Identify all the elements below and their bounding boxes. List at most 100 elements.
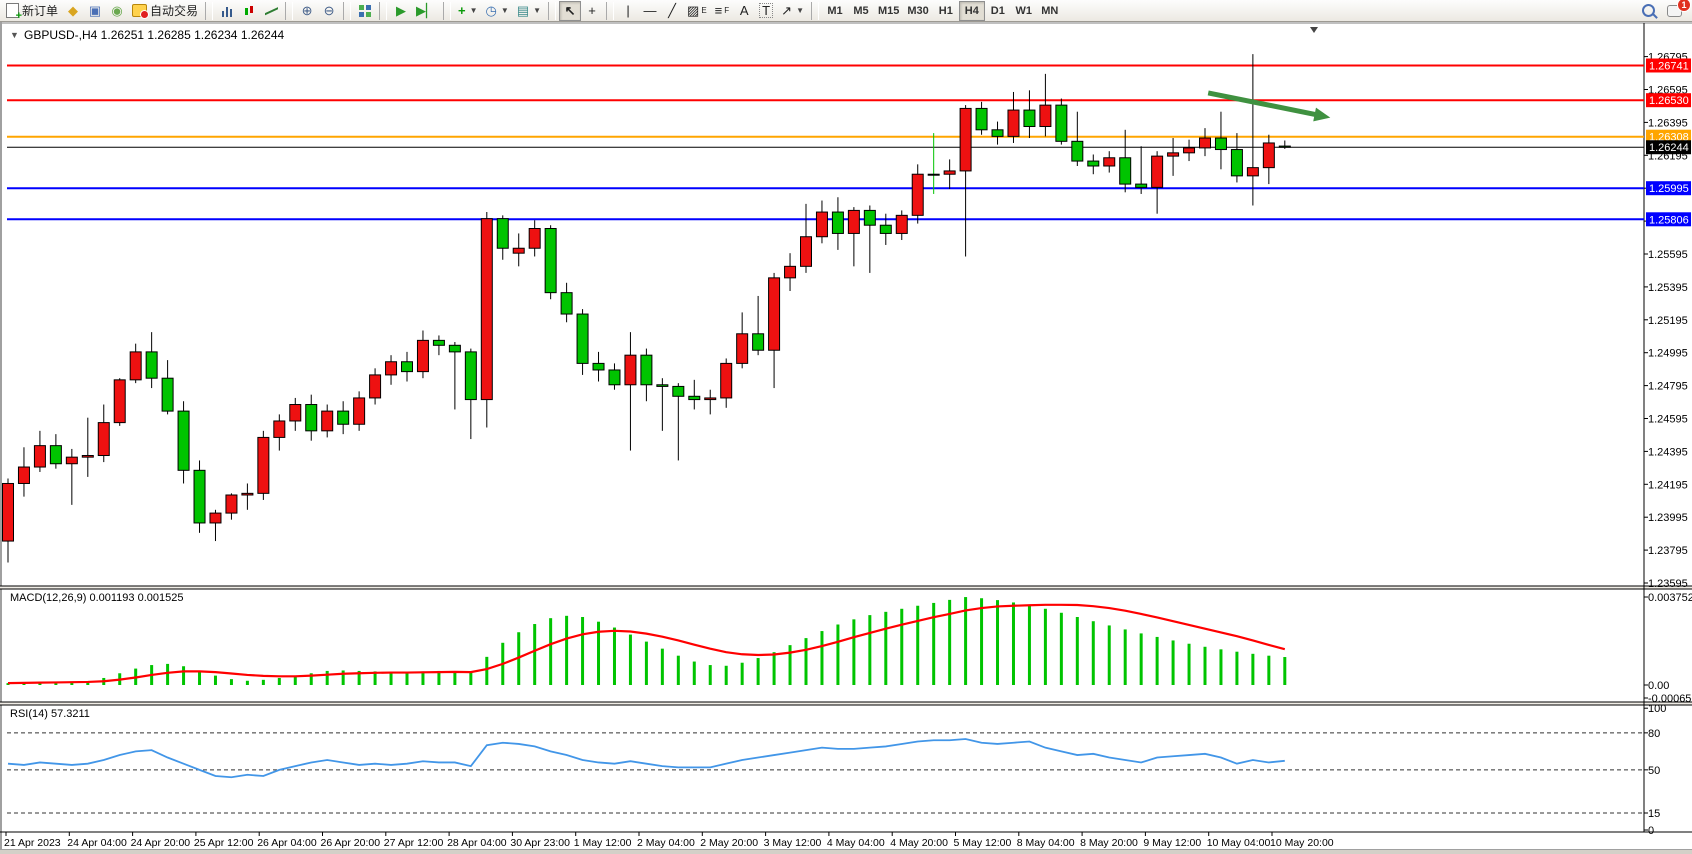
candle [1055, 104, 1068, 142]
svg-text:1.25806: 1.25806 [1649, 214, 1689, 226]
svg-text:50: 50 [1648, 765, 1660, 777]
candle [528, 228, 541, 249]
candle [145, 351, 158, 379]
candlestick-chart-icon [243, 4, 256, 17]
chevron-down-icon: ▼ [533, 6, 542, 15]
svg-text:1.24995: 1.24995 [1648, 348, 1688, 360]
candle [927, 173, 940, 176]
rsi-line [7, 738, 1285, 779]
trendline-tool-button[interactable]: ╱ [661, 1, 683, 21]
line-chart-icon [265, 5, 278, 17]
timeframe-button-m30[interactable]: M30 [903, 1, 932, 21]
market-button[interactable]: ◆ [62, 1, 84, 21]
candle [1007, 109, 1020, 137]
auto-scroll-button[interactable]: ▶ [390, 1, 412, 21]
candlestick-chart-button[interactable] [238, 1, 260, 21]
new-order-button[interactable]: 新订单 [2, 1, 62, 22]
toolbar-separator [606, 1, 615, 20]
svg-text:80: 80 [1648, 728, 1660, 740]
macd-panel[interactable]: 0.003752 0.00-0.000656 [6, 592, 1692, 705]
search-button[interactable] [1637, 1, 1659, 21]
autotrading-button[interactable]: 自动交易 [128, 1, 202, 21]
candle [353, 397, 366, 425]
bar-chart-button[interactable] [216, 1, 238, 21]
timeframe-button-group: M1 M5 M15 M30 H1 H4 D1 W1 MN [822, 0, 1063, 21]
zoom-in-button[interactable]: ⊕ [296, 1, 318, 21]
candle [496, 218, 509, 249]
svg-text:2 May 04:00: 2 May 04:00 [637, 837, 695, 849]
candle [847, 209, 860, 234]
line-chart-button[interactable] [260, 1, 282, 21]
crosshair-tool-button[interactable]: + [581, 1, 603, 21]
chevron-down-icon: ▼ [469, 6, 478, 15]
zoom-out-icon: ⊖ [323, 3, 335, 18]
pivot-price-label [1646, 129, 1691, 144]
candle [656, 384, 669, 387]
rsi-panel[interactable]: 100 80 50 15 0 [7, 703, 1666, 837]
svg-text:10 May 04:00: 10 May 04:00 [1207, 837, 1271, 849]
svg-text:2 May 20:00: 2 May 20:00 [700, 837, 758, 849]
candle [800, 236, 812, 267]
candle [1151, 155, 1164, 188]
chart-shift-marker[interactable] [1310, 27, 1318, 33]
candle [1023, 109, 1036, 128]
timeframe-button-h4[interactable]: H4 [958, 0, 985, 21]
timeframe-button-m15[interactable]: M15 [874, 1, 903, 21]
periods-button[interactable]: ◷ ▼ [482, 1, 513, 21]
candle [257, 436, 270, 494]
text-label-tool-button[interactable]: T [755, 1, 777, 21]
vertical-line-tool-button[interactable]: | [617, 1, 639, 21]
candle [49, 445, 62, 465]
timeframe-button-m1[interactable]: M1 [822, 1, 848, 21]
toolbar-separator [343, 1, 352, 20]
community-button[interactable]: ▣ [84, 1, 106, 21]
candle [1103, 157, 1116, 167]
periods-icon: ◷ [485, 3, 497, 18]
arrows-tool-button[interactable]: ↗ ▼ [777, 1, 808, 21]
timeframe-button-m5[interactable]: M5 [848, 1, 874, 21]
svg-text:4 May 20:00: 4 May 20:00 [890, 837, 948, 849]
timeframe-button-w1[interactable]: W1 [1011, 1, 1037, 21]
candlestick-series [2, 54, 1291, 563]
candle [863, 209, 876, 226]
notifications-button[interactable]: 1 [1663, 0, 1691, 21]
svg-text:8 May 20:00: 8 May 20:00 [1080, 837, 1138, 849]
templates-button[interactable]: ▤ ▼ [513, 1, 545, 21]
timeframe-button-mn[interactable]: MN [1037, 1, 1063, 21]
toolbar-separator [205, 1, 214, 20]
svg-text:10 May 20:00: 10 May 20:00 [1270, 837, 1334, 849]
horizontal-line-tool-button[interactable]: — [639, 1, 661, 21]
candle [768, 277, 781, 351]
candle [879, 224, 892, 234]
fibonacci-tool-button[interactable]: ≡ F [711, 1, 733, 21]
candle [161, 377, 174, 412]
symbol-dropdown-icon: ▼ [10, 30, 19, 40]
candle [1167, 152, 1180, 157]
zoom-out-button[interactable]: ⊖ [318, 1, 340, 21]
candle [688, 395, 701, 401]
chevron-down-icon: ▼ [500, 6, 509, 15]
timeframe-button-h1[interactable]: H1 [933, 1, 959, 21]
timeframe-button-d1[interactable]: D1 [985, 1, 1011, 21]
cursor-icon: ↖ [564, 3, 576, 18]
chart-shift-button[interactable]: ▶▏ [412, 1, 440, 21]
svg-text:3 May 12:00: 3 May 12:00 [764, 837, 822, 849]
cursor-tool-button[interactable]: ↖ [559, 0, 582, 21]
autotrading-label: 自动交易 [150, 4, 199, 18]
signals-button[interactable]: ◉ [106, 1, 128, 21]
candle [672, 385, 685, 397]
candle [943, 170, 956, 175]
indicators-button[interactable]: + ▼ [454, 1, 482, 21]
tile-windows-button[interactable] [354, 1, 376, 21]
candle [576, 313, 589, 364]
equidistant-channel-tool-button[interactable]: ▨ E [683, 1, 711, 21]
zoom-in-icon: ⊕ [301, 3, 313, 18]
text-tool-button[interactable]: A [733, 1, 755, 21]
trend-arrow-annotation[interactable] [1207, 90, 1331, 122]
support-price-label [1646, 181, 1691, 196]
svg-text:1.23795: 1.23795 [1648, 545, 1688, 557]
tile-windows-icon [359, 4, 372, 17]
candle [1071, 140, 1084, 162]
svg-text:0: 0 [1648, 825, 1654, 837]
